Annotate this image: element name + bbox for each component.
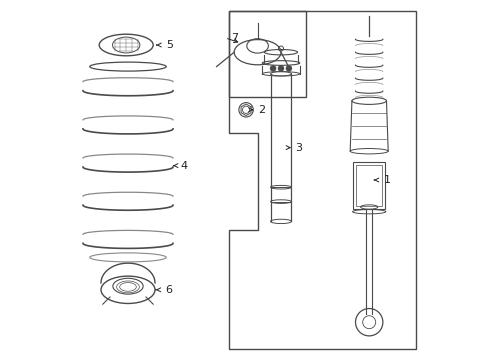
Text: 4: 4 xyxy=(181,161,188,171)
Bar xyxy=(353,162,385,209)
Text: 5: 5 xyxy=(166,40,173,50)
Text: 2: 2 xyxy=(258,105,266,115)
Circle shape xyxy=(278,66,284,71)
Bar xyxy=(356,165,382,206)
Circle shape xyxy=(286,66,292,71)
Text: 6: 6 xyxy=(165,285,172,295)
Text: 1: 1 xyxy=(384,175,391,185)
Circle shape xyxy=(270,66,275,71)
Text: 7: 7 xyxy=(231,33,239,43)
Text: 3: 3 xyxy=(295,143,302,153)
